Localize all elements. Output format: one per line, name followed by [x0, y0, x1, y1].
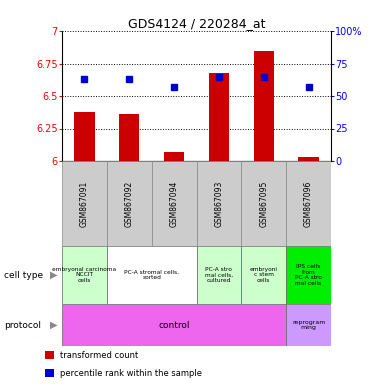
- Text: IPS cells
from
PC-A stro
mal cells: IPS cells from PC-A stro mal cells: [295, 264, 322, 286]
- Bar: [286, 304, 331, 346]
- Text: GSM867093: GSM867093: [214, 180, 223, 227]
- Text: protocol: protocol: [4, 321, 41, 329]
- Bar: [62, 246, 107, 304]
- Bar: [62, 304, 286, 346]
- Text: ▶: ▶: [50, 270, 58, 280]
- Bar: [299, 157, 319, 161]
- Bar: [107, 161, 152, 246]
- Text: GSM867095: GSM867095: [259, 180, 268, 227]
- Bar: [286, 246, 331, 304]
- Text: percentile rank within the sample: percentile rank within the sample: [60, 369, 202, 377]
- Text: GSM867091: GSM867091: [80, 180, 89, 227]
- Text: control: control: [158, 321, 190, 329]
- Title: GDS4124 / 220284_at: GDS4124 / 220284_at: [128, 17, 265, 30]
- Bar: [209, 73, 229, 161]
- Text: embryonal carcinoma
NCCIT
cells: embryonal carcinoma NCCIT cells: [52, 267, 116, 283]
- Text: cell type: cell type: [4, 270, 43, 280]
- Bar: [152, 161, 197, 246]
- Text: GSM867096: GSM867096: [304, 180, 313, 227]
- Text: PC-A stromal cells,
sorted: PC-A stromal cells, sorted: [124, 270, 179, 280]
- Bar: [197, 161, 241, 246]
- Text: reprogram
ming: reprogram ming: [292, 319, 325, 330]
- Bar: [197, 246, 241, 304]
- Text: PC-A stro
mal cells,
cultured: PC-A stro mal cells, cultured: [205, 267, 233, 283]
- Text: ▶: ▶: [50, 320, 58, 330]
- Bar: [164, 152, 184, 161]
- Bar: [241, 161, 286, 246]
- Text: GSM867094: GSM867094: [170, 180, 178, 227]
- Text: GSM867092: GSM867092: [125, 180, 134, 227]
- Bar: [62, 161, 107, 246]
- Bar: [286, 161, 331, 246]
- Text: embryoni
c stem
cells: embryoni c stem cells: [250, 267, 278, 283]
- Text: transformed count: transformed count: [60, 351, 138, 359]
- Bar: [241, 246, 286, 304]
- Bar: [45, 351, 54, 359]
- Bar: [254, 51, 274, 161]
- Bar: [74, 112, 95, 161]
- Bar: [107, 246, 197, 304]
- Bar: [119, 114, 139, 161]
- Bar: [45, 369, 54, 377]
